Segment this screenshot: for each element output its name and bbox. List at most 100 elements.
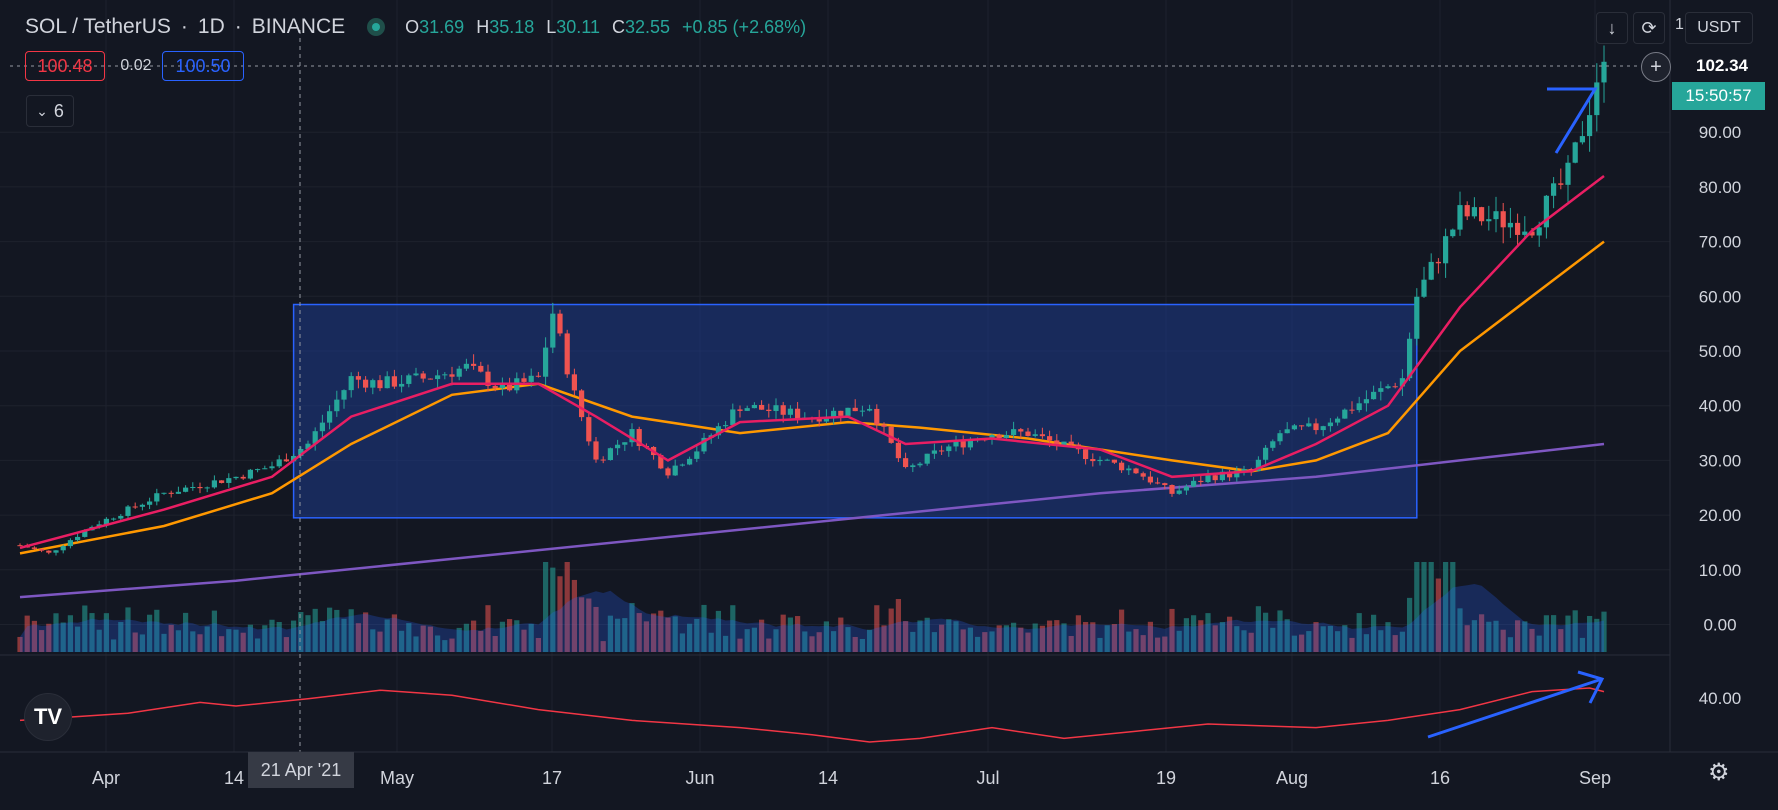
volume-bar bbox=[46, 623, 52, 652]
candle bbox=[262, 468, 268, 470]
volume-bar bbox=[953, 621, 959, 652]
volume-bar bbox=[917, 620, 923, 652]
candle bbox=[413, 373, 419, 376]
candle bbox=[939, 450, 945, 452]
gear-icon[interactable]: ⚙ bbox=[1708, 759, 1730, 786]
volume-bar bbox=[456, 627, 462, 652]
candle bbox=[384, 376, 390, 389]
symbol-header: SOL / TetherUS · 1D · BINANCE O31.69 H35… bbox=[25, 14, 806, 40]
volume-bar bbox=[600, 641, 606, 652]
candle bbox=[1392, 386, 1398, 388]
candle bbox=[1385, 386, 1391, 389]
volume-bar bbox=[471, 620, 477, 652]
volume-bar bbox=[161, 633, 167, 652]
candle bbox=[1543, 195, 1549, 228]
candle bbox=[1378, 388, 1384, 392]
volume-bar bbox=[1327, 625, 1333, 652]
candle bbox=[571, 374, 577, 391]
arrow-down-icon: ↓ bbox=[1607, 17, 1617, 38]
candle bbox=[183, 487, 189, 492]
volume-bar bbox=[1428, 562, 1434, 652]
volume-bar bbox=[24, 615, 30, 652]
volume-bar bbox=[730, 605, 736, 652]
volume-bar bbox=[1522, 621, 1528, 652]
candle bbox=[1493, 211, 1499, 220]
candle bbox=[1248, 468, 1254, 471]
candle bbox=[471, 363, 477, 366]
candle bbox=[694, 451, 700, 459]
volume-bar bbox=[859, 638, 865, 652]
symbol-name[interactable]: SOL / TetherUS bbox=[25, 15, 171, 38]
candle bbox=[1450, 229, 1456, 237]
volume-bar bbox=[348, 609, 354, 652]
candle bbox=[103, 518, 109, 525]
volume-bar bbox=[931, 632, 937, 652]
interval[interactable]: 1D bbox=[197, 15, 225, 38]
add-alert-button[interactable]: + bbox=[1641, 52, 1671, 82]
indicators-toggle-button[interactable]: ⌄ 6 bbox=[26, 95, 74, 127]
volume-bar bbox=[89, 613, 95, 652]
volume-bar bbox=[607, 615, 613, 652]
volume-bar bbox=[1457, 608, 1463, 652]
sell-price-button[interactable]: 100.48 bbox=[25, 51, 105, 81]
candle bbox=[1428, 261, 1434, 280]
volume-bar bbox=[1421, 562, 1427, 652]
volume-bar bbox=[463, 623, 469, 652]
candle bbox=[665, 468, 671, 476]
volume-bar bbox=[327, 607, 333, 652]
candle bbox=[427, 378, 433, 380]
buy-price-button[interactable]: 100.50 bbox=[162, 51, 244, 81]
volume-bar bbox=[809, 636, 815, 652]
candle bbox=[1140, 473, 1146, 477]
volume-bar bbox=[1025, 632, 1031, 652]
candle bbox=[1327, 422, 1333, 427]
candle bbox=[1313, 423, 1319, 431]
currency-button[interactable]: USDT bbox=[1685, 12, 1753, 44]
candle bbox=[831, 410, 837, 418]
annotation-arrow bbox=[1427, 670, 1605, 739]
plus-icon: + bbox=[1650, 55, 1662, 78]
volume-bar bbox=[1464, 625, 1470, 652]
price-tick-label: 70.00 bbox=[1699, 233, 1742, 252]
candle bbox=[435, 375, 441, 380]
candle bbox=[485, 371, 491, 386]
volume-bar bbox=[881, 625, 887, 652]
volume-bar bbox=[427, 626, 433, 652]
candle bbox=[1464, 205, 1470, 217]
volume-bar bbox=[694, 618, 700, 652]
volume-bar bbox=[1392, 635, 1398, 652]
fullscreen-button[interactable]: ⟳ bbox=[1633, 12, 1665, 44]
candle bbox=[903, 458, 909, 468]
volume-bar bbox=[420, 625, 426, 652]
volume-bar bbox=[406, 623, 412, 652]
volume-bar bbox=[435, 635, 441, 652]
volume-bar bbox=[1061, 623, 1067, 652]
crosshair-date-label: 21 Apr '21 bbox=[248, 752, 354, 788]
volume-bar bbox=[276, 622, 282, 652]
volume-bar bbox=[1493, 620, 1499, 652]
price-tick-label: 50.00 bbox=[1699, 342, 1742, 361]
candle bbox=[1291, 425, 1297, 430]
candle bbox=[723, 425, 729, 427]
volume-bar bbox=[895, 599, 901, 652]
candle bbox=[1421, 279, 1427, 297]
volume-bar bbox=[298, 612, 304, 652]
chevron-down-icon: ⌄ bbox=[36, 102, 48, 119]
volume-bar bbox=[838, 617, 844, 652]
candle bbox=[528, 375, 534, 382]
volume-bar bbox=[1090, 622, 1096, 652]
candle bbox=[550, 313, 556, 348]
download-button[interactable]: ↓ bbox=[1596, 12, 1628, 44]
volume-bar bbox=[1342, 625, 1348, 652]
candle bbox=[766, 409, 772, 411]
market-status-icon[interactable] bbox=[367, 18, 386, 36]
candle bbox=[82, 530, 88, 537]
tradingview-logo[interactable]: TV bbox=[24, 693, 72, 741]
volume-bar bbox=[1543, 615, 1549, 652]
volume-bar bbox=[564, 562, 570, 652]
candle bbox=[946, 446, 952, 452]
volume-bar bbox=[139, 634, 145, 652]
candle bbox=[1371, 391, 1377, 400]
candle bbox=[312, 431, 318, 444]
